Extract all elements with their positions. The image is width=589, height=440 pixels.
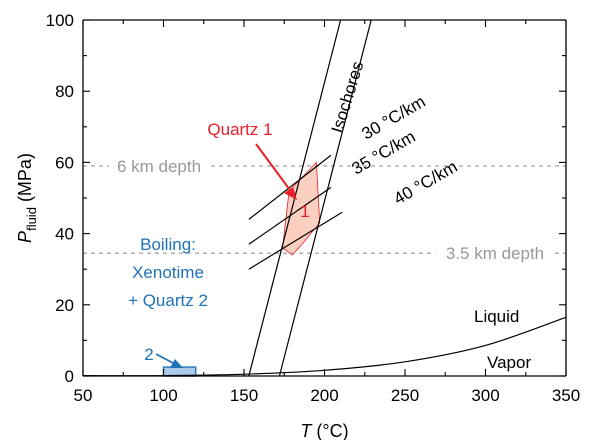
isochores-label: Isochores [328, 59, 368, 135]
x-tick-label: 100 [149, 386, 177, 405]
x-axis-title: T (°C) [300, 421, 348, 440]
boiling-label-line: Xenotime [132, 263, 204, 282]
y-tick-label: 40 [55, 225, 74, 244]
x-tick-label: 350 [552, 386, 580, 405]
x-tick-label: 250 [391, 386, 419, 405]
quartz1-field-number: 1 [300, 202, 309, 221]
y-tick-label: 80 [55, 82, 74, 101]
y-tick-label: 60 [55, 153, 74, 172]
x-tick-label: 150 [230, 386, 258, 405]
gradient-label-1: 35 °C/km [349, 127, 419, 179]
quartz1-arrowhead [284, 187, 297, 200]
series-line-4 [248, 211, 343, 270]
series-line-3 [248, 186, 332, 245]
y-tick-label: 20 [55, 296, 74, 315]
quartz1-label: Quartz 1 [207, 120, 272, 139]
depth-label-bg [109, 154, 209, 177]
boiling-box-number: 2 [144, 345, 153, 364]
boiling-arrow-shaft [155, 353, 174, 364]
depth-label-0: 6 km depth [117, 157, 201, 176]
y-tick-label: 0 [65, 367, 74, 386]
depth-label-bg [435, 242, 555, 265]
boiling-label-line: + Quartz 2 [128, 291, 208, 310]
x-tick-label: 300 [471, 386, 499, 405]
y-tick-label: 100 [46, 11, 74, 30]
vapor-label: Vapor [487, 353, 531, 372]
quartz1-arrow-shaft [255, 143, 291, 191]
series-line-1 [278, 19, 372, 377]
gradient-label-2: 40 °C/km [391, 157, 461, 209]
x-tick-label: 200 [310, 386, 338, 405]
x-tick-label: 50 [74, 386, 93, 405]
boiling-arrowhead [170, 359, 183, 368]
liquid-label: Liquid [474, 307, 519, 326]
series-line-2 [248, 154, 332, 220]
depth-label-1: 3.5 km depth [446, 244, 544, 263]
y-axis-title: Pfluid (MPa) [15, 153, 39, 243]
boiling-box [162, 366, 197, 377]
boiling-label-line: Boiling: [140, 235, 196, 254]
